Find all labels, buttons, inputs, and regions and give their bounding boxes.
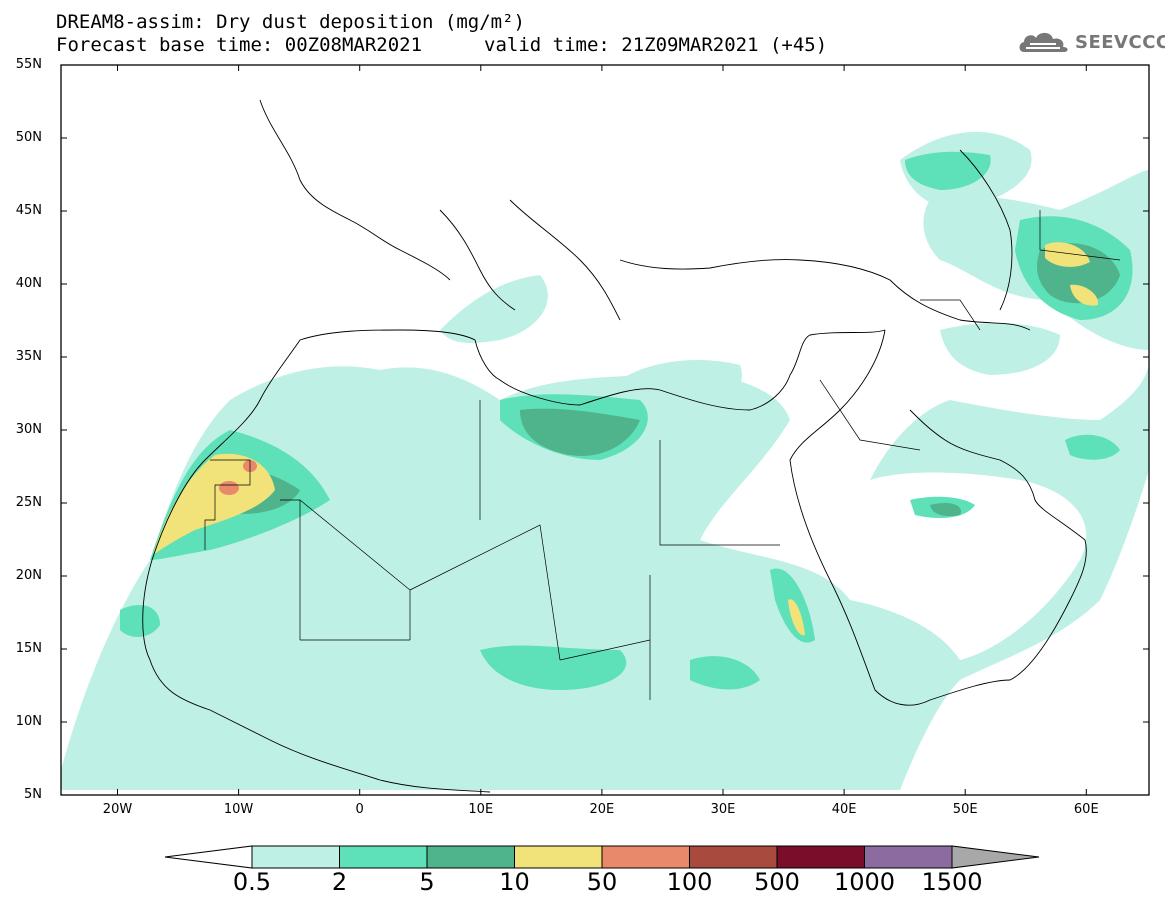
- lon-label: 60E: [1073, 802, 1099, 817]
- lon-label: 10E: [468, 802, 494, 817]
- colorbar-swatch: [864, 845, 953, 869]
- lon-label: 30E: [710, 802, 736, 817]
- lat-label: 30N: [15, 422, 42, 437]
- colorbar-label: 1500: [921, 868, 983, 896]
- forecast-base-time: Forecast base time: 00Z08MAR2021: [56, 34, 423, 56]
- country-borders: [204, 210, 1121, 700]
- lon-label: 20W: [102, 802, 133, 817]
- map-title: DREAM8-assim: Dry dust deposition (mg/m²…: [56, 11, 525, 33]
- lat-label: 15N: [15, 641, 42, 656]
- colorbar-label: 5: [419, 868, 435, 896]
- dust-fields: [61, 131, 1149, 790]
- colorbar-swatch: [426, 845, 515, 869]
- colorbar-under-arrow: [164, 845, 253, 869]
- colorbar-swatch: [601, 845, 690, 869]
- coastlines: [142, 99, 1087, 793]
- colorbar-swatch: [251, 845, 340, 869]
- axis-ticks: [61, 64, 1149, 796]
- lat-label: 55N: [15, 57, 42, 72]
- lat-label: 10N: [15, 714, 42, 729]
- colorbar-label: 50: [586, 868, 618, 896]
- lon-label: 20E: [589, 802, 615, 817]
- lat-label: 40N: [15, 276, 42, 291]
- lon-label: 50E: [952, 802, 978, 817]
- colorbar-swatch: [514, 845, 603, 869]
- logo-text: SEEVCCC: [1075, 31, 1165, 53]
- colorbar-swatch: [689, 845, 778, 869]
- cloud-icon: [1019, 32, 1068, 52]
- lon-label: 0: [355, 802, 364, 817]
- colorbar-label: 1000: [833, 868, 896, 896]
- colorbar-label: 0.5: [232, 868, 272, 896]
- lat-label: 20N: [15, 568, 42, 583]
- colorbar-label: 500: [754, 868, 800, 896]
- lat-label: 25N: [15, 495, 42, 510]
- lon-label: 40E: [831, 802, 857, 817]
- lat-label: 35N: [15, 349, 42, 364]
- colorbar-swatch: [776, 845, 865, 869]
- lon-label: 10W: [223, 802, 254, 817]
- colorbar-label: 2: [331, 868, 348, 896]
- colorbar-swatch: [339, 845, 428, 869]
- colorbar-label: 100: [666, 868, 713, 896]
- lat-label: 50N: [15, 130, 42, 145]
- seevccc-logo: SEEVCCC: [1016, 26, 1165, 58]
- colorbar-label: 10: [499, 868, 530, 896]
- valid-time: valid time: 21Z09MAR2021 (+45): [484, 34, 828, 56]
- lat-label: 5N: [24, 787, 42, 802]
- colorbar-over-arrow: [951, 845, 1040, 869]
- lat-label: 45N: [15, 203, 42, 218]
